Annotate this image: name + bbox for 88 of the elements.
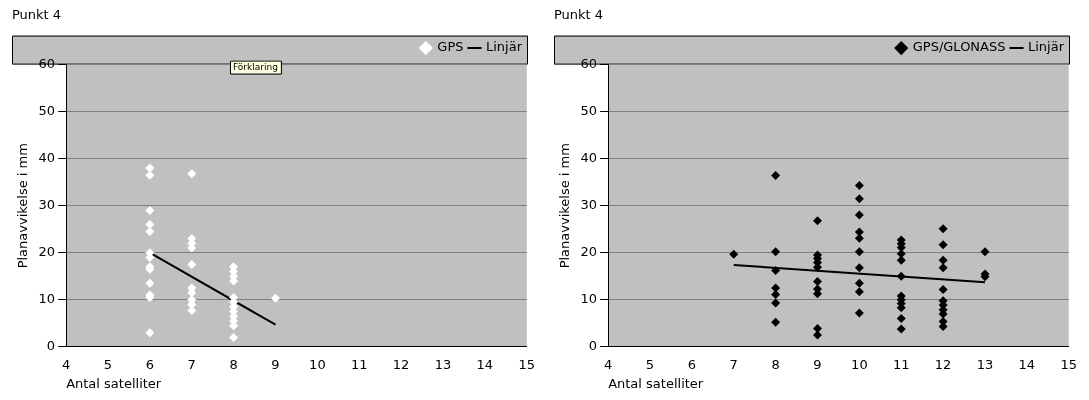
x-tick-label: 8 [229, 356, 238, 372]
point [145, 170, 155, 180]
point [187, 259, 197, 269]
point [938, 263, 948, 273]
y-tick-label: 0 [588, 338, 598, 354]
point [145, 163, 155, 173]
y-tick-label: 10 [38, 291, 56, 307]
point [854, 180, 864, 190]
point [145, 227, 155, 237]
x-tick-label: 14 [476, 356, 494, 372]
x-tick-label: 15 [518, 356, 535, 372]
point [813, 323, 822, 333]
y-tick-label: 20 [38, 244, 56, 260]
point [771, 247, 781, 257]
point [813, 330, 822, 340]
x-tick-label: 5 [103, 356, 113, 372]
chart-title: Punkt 4 [554, 7, 604, 23]
x-tick-label: 7 [187, 356, 196, 372]
point [771, 317, 781, 327]
y-tick-label: 30 [38, 197, 56, 213]
point [938, 240, 948, 250]
point [145, 328, 155, 338]
y-tick-label: 20 [580, 244, 598, 260]
x-tick-label: 10 [851, 356, 868, 372]
y-tick-label: 50 [580, 103, 598, 119]
point [187, 306, 197, 316]
point [813, 276, 822, 286]
point [729, 249, 739, 259]
legend-label: GPS/GLONASS [912, 39, 1006, 55]
x-tick-label: 4 [62, 356, 71, 372]
x-tick-label: 9 [813, 356, 822, 372]
x-tick-label: 13 [976, 356, 994, 372]
x-tick-label: 12 [392, 356, 410, 372]
y-tick-label: 30 [580, 197, 598, 213]
x-tick-label: 14 [1018, 356, 1036, 372]
y-axis-title: Planavvikelse i mm [15, 143, 31, 269]
x-tick-label: 4 [604, 356, 613, 372]
legend-label: Linjär [1027, 39, 1065, 55]
y-tick-label: 40 [38, 150, 56, 166]
y-tick-label: 50 [38, 103, 56, 119]
x-axis-title: Antal satelliter [66, 375, 162, 391]
point [813, 216, 822, 226]
chart-title: Punkt 4 [12, 7, 62, 23]
point [771, 290, 781, 300]
point [854, 210, 864, 220]
annotation: Förklaring [233, 61, 278, 72]
x-tick-label: 13 [434, 356, 452, 372]
point [938, 284, 948, 294]
x-tick-label: 6 [687, 356, 697, 372]
x-tick-label: 11 [350, 356, 368, 372]
point [771, 266, 781, 276]
point [854, 194, 864, 204]
point [145, 278, 155, 288]
y-axis-title: Planavvikelse i mm [557, 143, 573, 269]
point [854, 247, 864, 257]
x-tick-label: 12 [934, 356, 952, 372]
x-tick-label: 5 [645, 356, 655, 372]
y-tick-label: 40 [580, 150, 598, 166]
x-tick-label: 10 [309, 356, 326, 372]
x-axis-title: Antal satelliter [608, 375, 704, 391]
point [854, 308, 864, 318]
point [229, 332, 239, 342]
point [145, 205, 155, 215]
point [854, 287, 864, 297]
x-tick-label: 6 [145, 356, 155, 372]
legend-label: Linjär [485, 39, 523, 55]
legend-label: GPS [437, 39, 464, 55]
point [771, 298, 781, 308]
point [854, 278, 864, 288]
x-tick-label: 8 [771, 356, 780, 372]
y-tick-label: 60 [580, 55, 598, 71]
y-tick-label: 10 [580, 291, 598, 307]
point [854, 263, 864, 273]
point [896, 271, 906, 281]
y-tick-label: 0 [46, 338, 56, 354]
y-tick-label: 60 [38, 55, 56, 71]
point [938, 255, 948, 265]
x-tick-label: 9 [271, 356, 280, 372]
point [896, 324, 906, 334]
point [980, 247, 990, 257]
x-tick-label: 15 [1060, 356, 1077, 372]
point [896, 314, 906, 324]
x-tick-label: 7 [729, 356, 738, 372]
point [271, 293, 280, 303]
x-tick-label: 11 [892, 356, 910, 372]
point [771, 171, 781, 181]
point [187, 169, 197, 179]
point [938, 224, 948, 234]
